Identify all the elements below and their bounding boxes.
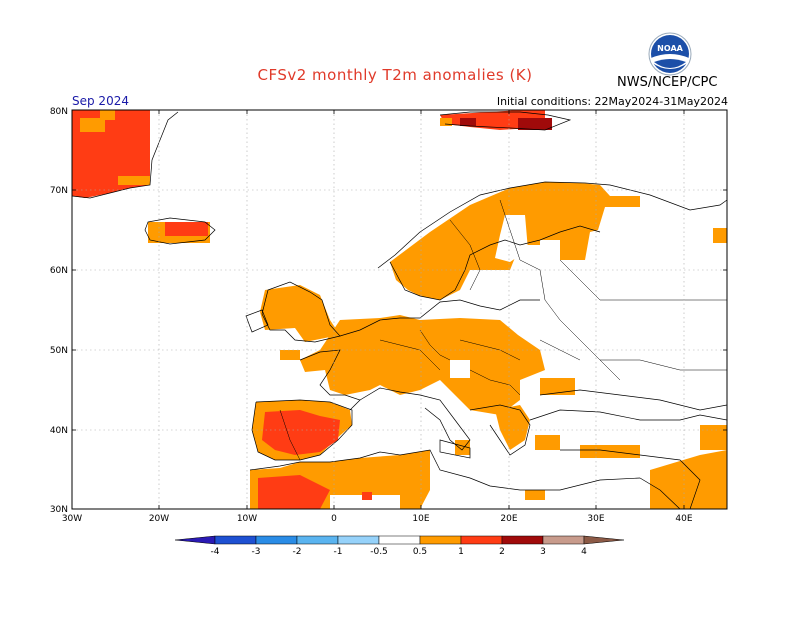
colorbar-segment — [501, 535, 544, 545]
lat-label: 30N — [50, 505, 68, 515]
colorbar-segment — [337, 535, 380, 545]
map-title: CFSv2 monthly T2m anomalies (K) — [257, 66, 533, 84]
lon-label: 10W — [237, 514, 257, 524]
colorbar-segment — [255, 535, 298, 545]
noaa-logo-text: NOAA — [657, 44, 683, 53]
lat-label: 80N — [50, 107, 68, 117]
middle-east-anomaly — [650, 450, 727, 509]
colorbar-tick-label: -3 — [252, 547, 261, 557]
lat-label: 40N — [50, 426, 68, 436]
colorbar-tick-label: -2 — [293, 547, 302, 557]
map-frame — [71, 109, 728, 510]
lon-label: 30E — [587, 514, 604, 524]
noaa-logo: NOAA — [648, 32, 692, 76]
colorbar-segment — [542, 535, 585, 545]
initial-conditions: Initial conditions: 22May2024-31May2024 — [496, 95, 728, 108]
colorbar-tick-label: 3 — [540, 547, 546, 557]
forecast-period: Sep 2024 — [72, 94, 129, 108]
colorbar-tick-label: 0.5 — [413, 547, 427, 557]
lon-label: 20W — [149, 514, 169, 524]
colorbar-tick-label: -0.5 — [370, 547, 388, 557]
lat-label: 60N — [50, 266, 68, 276]
longitude-labels: 30W 20W 10W 0 10E 20E 30E 40E — [62, 514, 693, 524]
colorbar-arrow-high — [583, 535, 625, 545]
agency-label: NWS/NCEP/CPC — [617, 75, 718, 90]
lat-label: 70N — [50, 186, 68, 196]
colorbar-segment — [378, 535, 421, 545]
colorbar-arrow-low — [174, 535, 216, 545]
lon-label: 20E — [500, 514, 517, 524]
colorbar: -4 -3 -2 -1 -0.5 0.5 1 2 3 4 — [174, 535, 625, 557]
latitude-labels: 80N 70N 60N 50N 40N 30N — [50, 107, 68, 515]
colorbar-segment — [214, 535, 257, 545]
colorbar-tick-label: -1 — [334, 547, 343, 557]
colorbar-segment — [419, 535, 462, 545]
british-isles-anomaly — [260, 285, 340, 342]
anomaly-fill-layer — [72, 110, 727, 509]
colorbar-tick-label: 2 — [499, 547, 505, 557]
axis-ticks — [72, 110, 727, 509]
colorbar-tick-label: -4 — [211, 547, 220, 557]
greenland-orange-patch — [80, 118, 105, 132]
colorbar-segment — [460, 535, 503, 545]
colorbar-tick-label: 4 — [581, 547, 587, 557]
lat-label: 50N — [50, 346, 68, 356]
lon-label: 10E — [412, 514, 429, 524]
colorbar-segment — [296, 535, 339, 545]
colorbar-tick-label: 1 — [458, 547, 464, 557]
coastline-layer — [72, 111, 727, 509]
graticule-layer — [72, 110, 727, 509]
lon-label: 40E — [675, 514, 692, 524]
lon-label: 30W — [62, 514, 82, 524]
europe-anomaly — [300, 315, 545, 415]
lon-label: 0 — [331, 514, 337, 524]
